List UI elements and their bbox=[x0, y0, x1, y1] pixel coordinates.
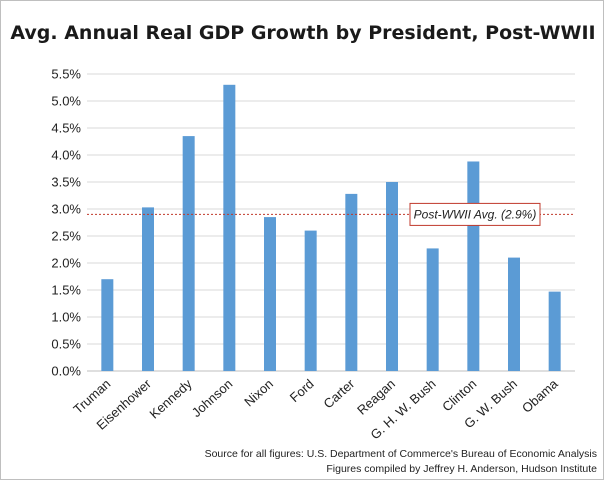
chart-title: Avg. Annual Real GDP Growth by President… bbox=[10, 22, 595, 44]
x-tick-label: Ford bbox=[287, 376, 317, 405]
x-tick-label: Johnson bbox=[189, 376, 236, 420]
y-tick-label: 2.0% bbox=[51, 256, 81, 271]
reference-label: Post-WWII Avg. (2.9%) bbox=[414, 207, 537, 221]
gridlines bbox=[87, 73, 575, 372]
bar bbox=[182, 136, 195, 371]
bar bbox=[467, 161, 480, 371]
reference-label-box bbox=[409, 202, 541, 226]
x-tick-label: Carter bbox=[320, 376, 357, 412]
y-tick-label: 4.0% bbox=[51, 148, 81, 163]
y-tick-label: 0.5% bbox=[51, 337, 81, 352]
y-tick-label: 3.5% bbox=[51, 175, 81, 190]
source-line-2: Figures compiled by Jeffrey H. Anderson,… bbox=[326, 463, 597, 475]
y-tick-label: 5.0% bbox=[51, 94, 81, 109]
y-tick-label: 4.5% bbox=[51, 121, 81, 136]
bar bbox=[508, 257, 520, 371]
y-axis: 0.0% 0.5% 1.0% 1.5% 2.0% 2.5% 3.0% 3.5% 4.0% 4.5%… bbox=[51, 67, 81, 379]
source-line-1: Source for all figures: U.S. Department … bbox=[205, 448, 597, 460]
bar bbox=[426, 248, 439, 371]
y-tick-label: 2.5% bbox=[51, 229, 81, 244]
bar bbox=[386, 182, 398, 371]
y-tick-label: 1.0% bbox=[51, 310, 81, 325]
bar bbox=[101, 279, 114, 371]
x-tick-label: Obama bbox=[519, 376, 561, 416]
y-tick-label: 5.5% bbox=[51, 67, 81, 82]
reference-line-group: Post-WWII Avg. (2.9%) bbox=[87, 202, 575, 226]
bar bbox=[548, 291, 561, 371]
x-tick-label: Kennedy bbox=[146, 376, 195, 422]
y-tick-label: 0.0% bbox=[51, 364, 81, 379]
y-tick-label: 3.0% bbox=[51, 202, 81, 217]
y-tick-label: 1.5% bbox=[51, 283, 81, 298]
bar bbox=[142, 207, 154, 371]
bar bbox=[264, 217, 276, 371]
bar bbox=[223, 84, 236, 372]
x-tick-label: Nixon bbox=[241, 376, 276, 409]
bar bbox=[345, 193, 358, 371]
source-note: Source for all figures: U.S. Department … bbox=[205, 448, 598, 475]
bars bbox=[101, 84, 561, 372]
bar bbox=[304, 230, 317, 371]
